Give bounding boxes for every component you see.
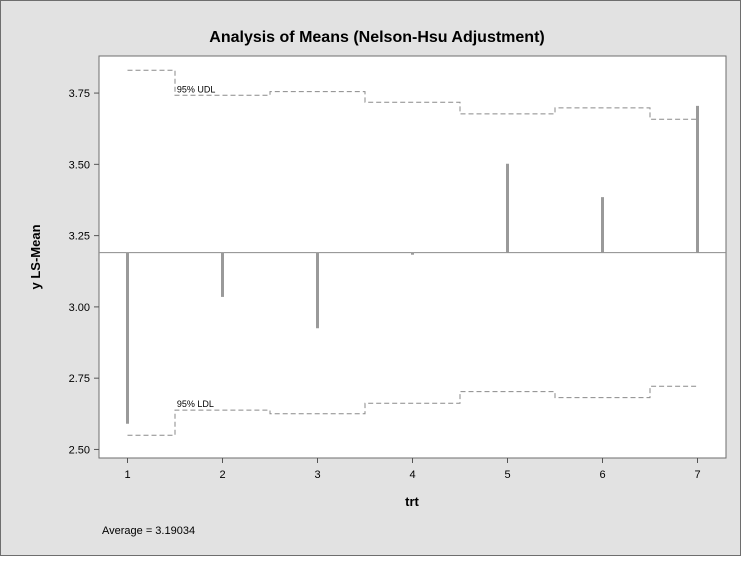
y-axis-title: y LS-Mean	[28, 224, 43, 289]
y-tick-label: 3.25	[69, 231, 90, 243]
y-tick-label: 3.00	[69, 302, 90, 314]
plot-area	[98, 55, 727, 459]
needle-series	[126, 105, 699, 424]
x-tick-label: 1	[124, 469, 130, 481]
x-tick-label: 7	[694, 469, 700, 481]
x-tick-label: 5	[504, 469, 510, 481]
y-axis: 2.50 2.75 3.00 3.25 3.50 3.75	[69, 88, 99, 456]
x-tick-label: 3	[314, 469, 320, 481]
upper-decision-limit	[127, 69, 698, 120]
y-tick-label: 3.75	[69, 88, 90, 100]
x-tick-label: 6	[599, 469, 605, 481]
decision-limits: 95% UDL 95% LDL	[127, 69, 698, 436]
y-tick-label: 2.75	[69, 373, 90, 385]
x-axis: 1 2 3 4 5 6 7	[124, 458, 701, 481]
x-axis-title: trt	[405, 494, 419, 509]
y-tick-label: 3.50	[69, 159, 90, 171]
y-tick-label: 2.50	[69, 444, 90, 456]
ldl-label: 95% LDL	[177, 399, 214, 409]
x-tick-label: 2	[219, 469, 225, 481]
average-label: Average = 3.19034	[102, 525, 195, 537]
lower-decision-limit	[127, 385, 698, 436]
x-tick-label: 4	[409, 469, 415, 481]
udl-label: 95% UDL	[177, 84, 216, 94]
chart-title: Analysis of Means (Nelson-Hsu Adjustment…	[209, 29, 544, 46]
